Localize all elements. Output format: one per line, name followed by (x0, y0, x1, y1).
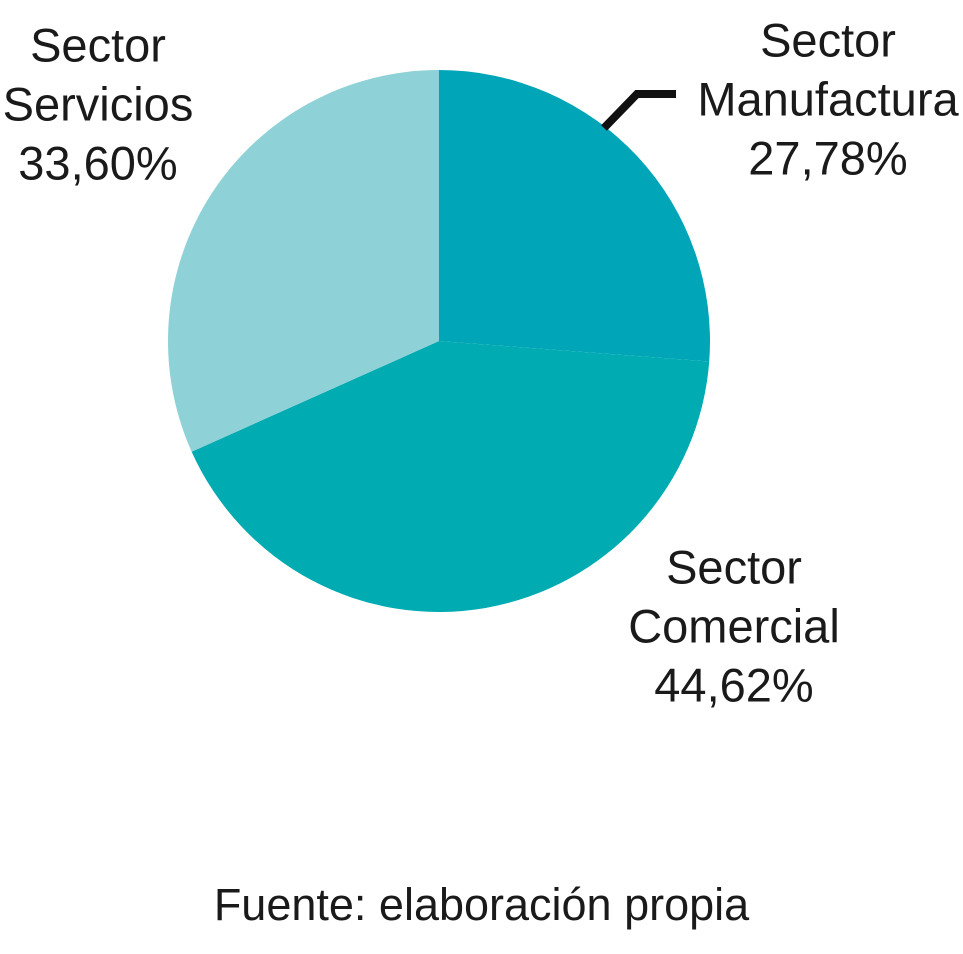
leader-line-1 (601, 90, 676, 131)
slice-value-label: 27,78% (748, 131, 907, 184)
leader-lines (601, 90, 676, 131)
slice-name-line: Comercial (628, 599, 840, 652)
slice-name-line: Servicios (3, 77, 194, 130)
slice-name-line: Sector (760, 13, 896, 66)
slice-name-line: Sector (30, 18, 166, 71)
slice-value-label: 44,62% (654, 658, 813, 711)
slice-labels: Sector Manufactura 27,78% Sector Comercial 44… (3, 13, 960, 711)
source-note: Fuente: elaboración propia (213, 879, 750, 930)
pie-slice-2 (191, 341, 710, 612)
slice-value-label: 33,60% (18, 136, 177, 189)
slice-name-line: Sector (666, 540, 802, 593)
slice-label-2: Sector Comercial 44,62% (628, 540, 840, 711)
pie-slice-1 (439, 70, 710, 362)
slice-name-line: Manufactura (697, 72, 959, 125)
pie-slice-3 (168, 70, 439, 452)
slice-label-1: Sector Manufactura 27,78% (697, 13, 959, 184)
slice-label-3: Sector Servicios 33,60% (3, 18, 194, 189)
pie-slices (168, 70, 710, 612)
